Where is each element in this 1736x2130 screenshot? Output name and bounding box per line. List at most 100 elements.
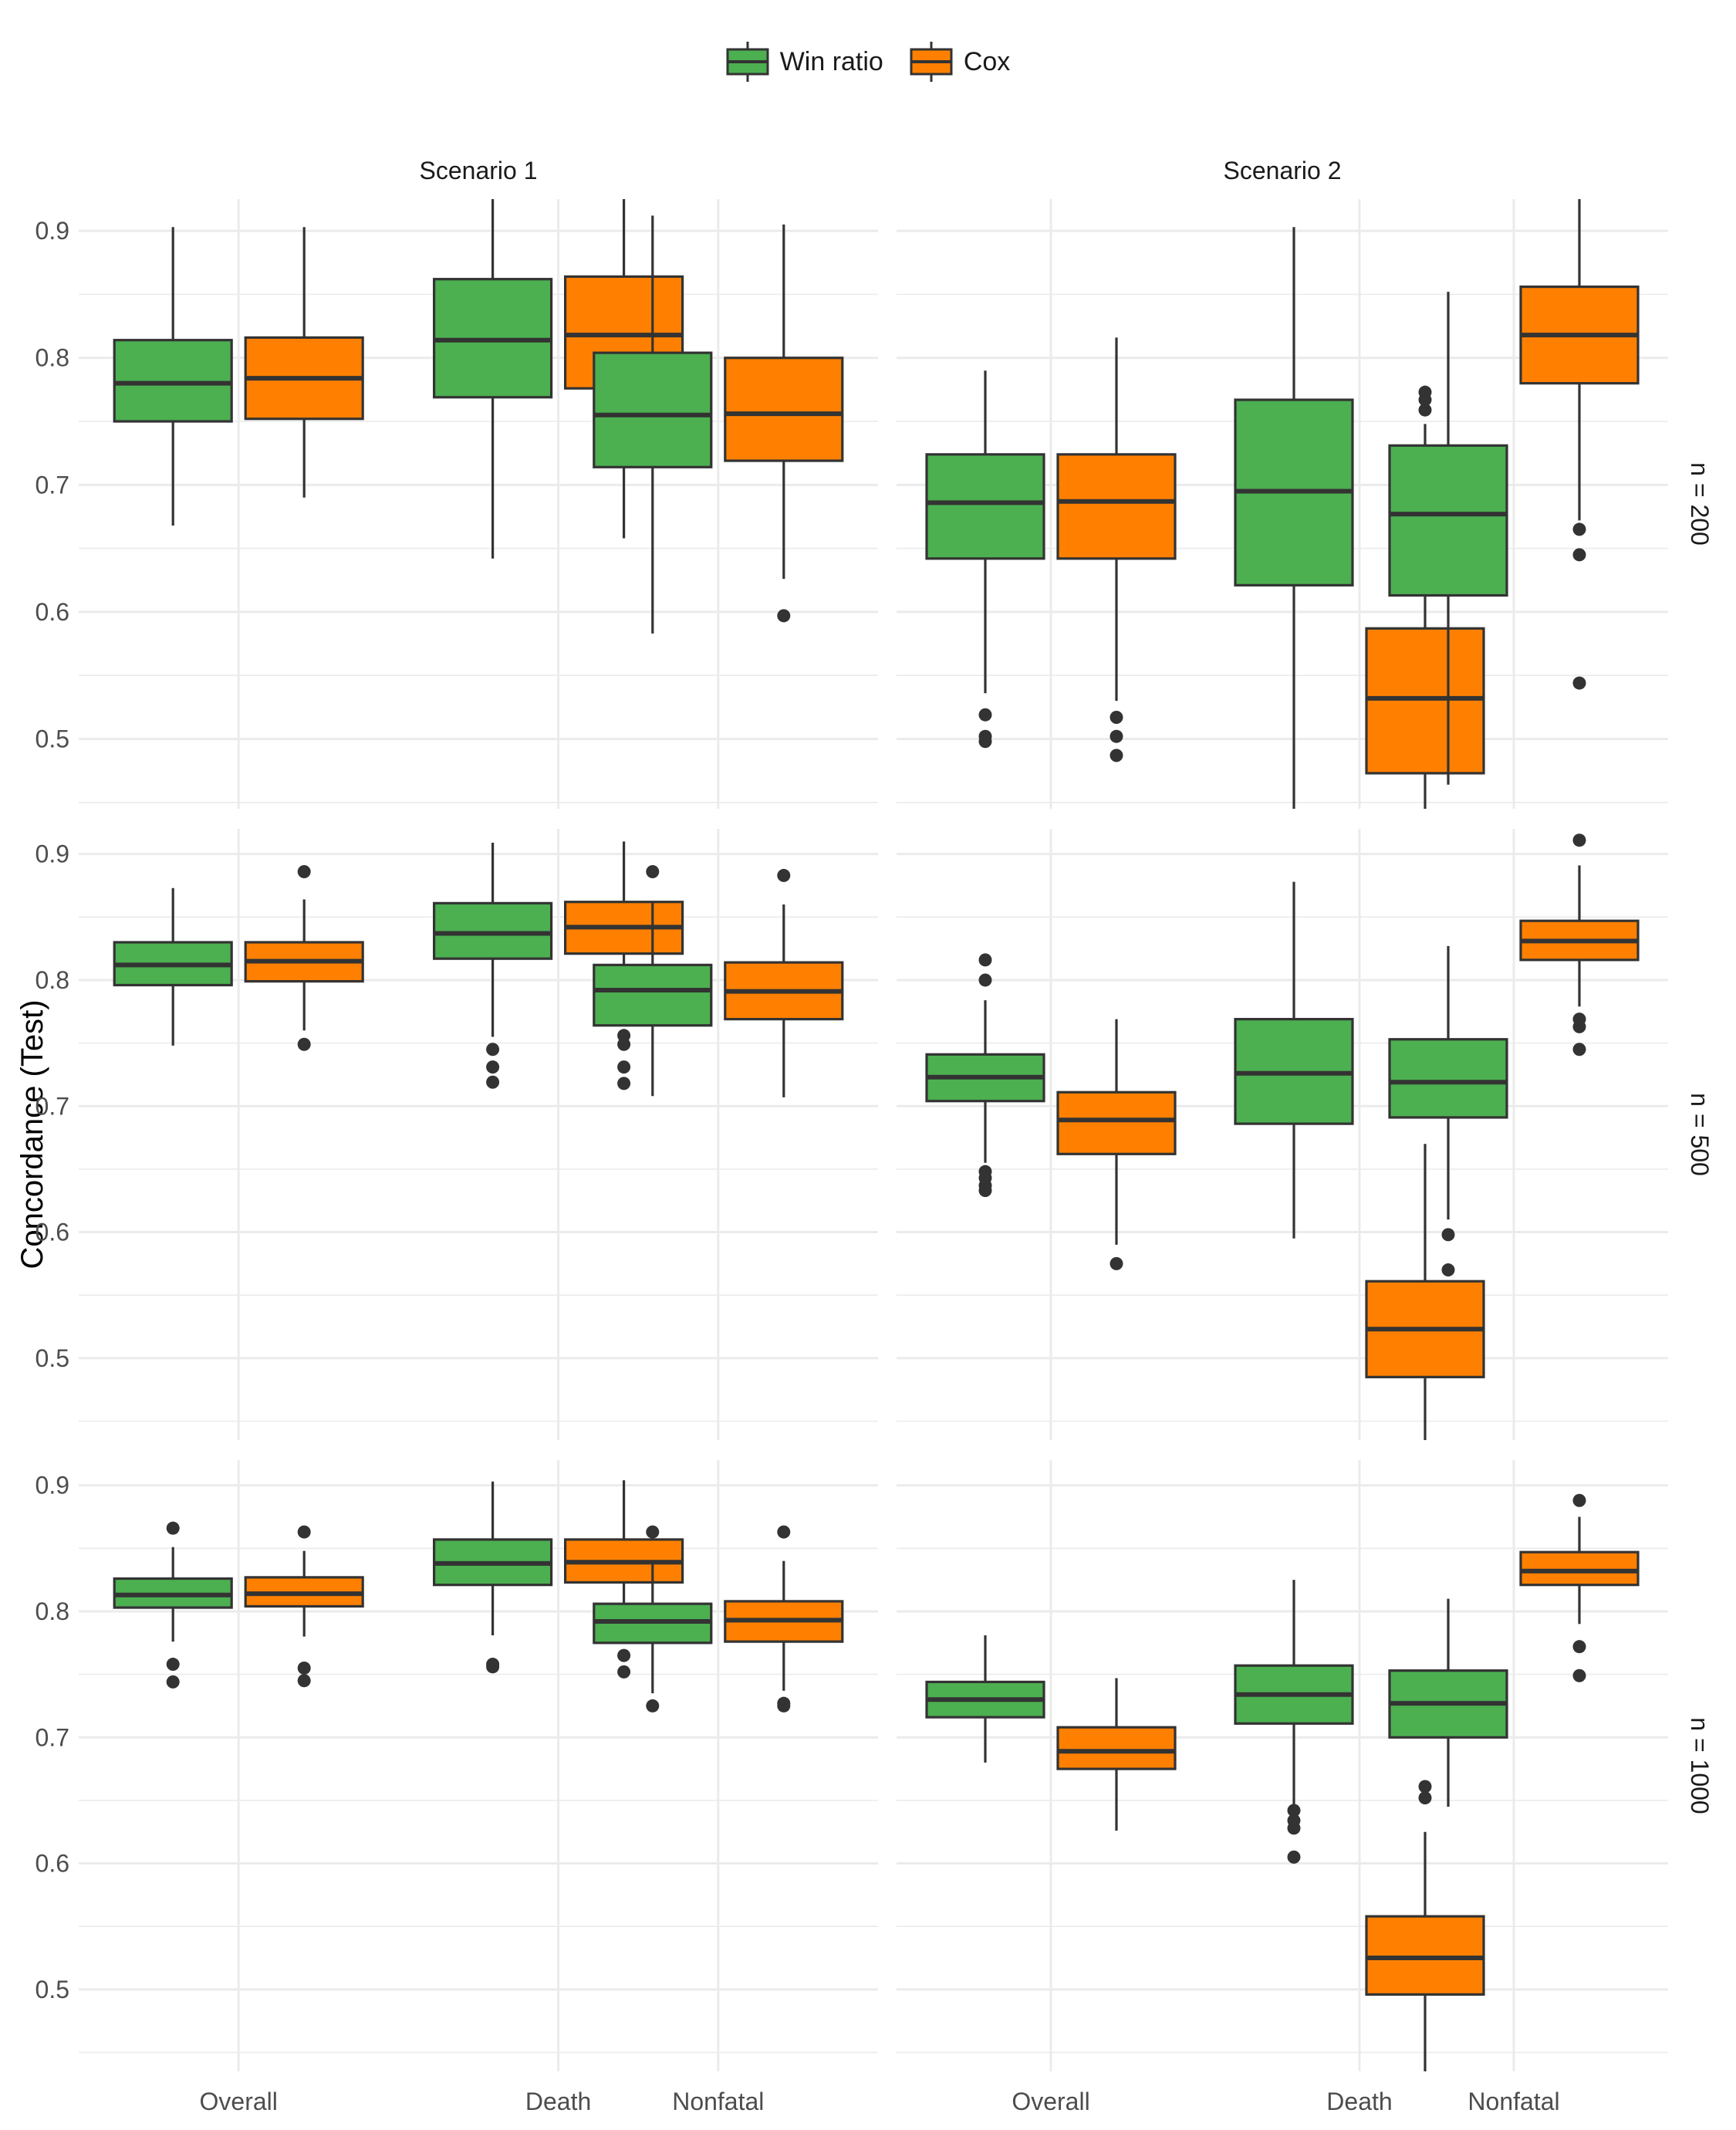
y-tick-label: 0.7	[35, 1723, 69, 1751]
outlier-point	[166, 1521, 180, 1535]
panel: 0.5 0.6 0.7 0.8 0.9	[35, 1460, 878, 2071]
box	[1365, 1915, 1485, 1996]
outlier-point	[777, 868, 791, 882]
outlier-point	[978, 708, 992, 722]
outlier-point	[1572, 833, 1586, 847]
facet-row-strip-2: n = 500	[1686, 1093, 1714, 1176]
y-tick-label: 0.5	[35, 1976, 69, 2003]
outlier-point	[1572, 1043, 1586, 1057]
outlier-point	[1572, 1493, 1586, 1507]
legend-key-win-ratio	[726, 42, 769, 82]
outlier-point	[486, 1060, 500, 1074]
x-tick-label: Overall	[1012, 2088, 1089, 2115]
outlier-point	[297, 1661, 311, 1675]
y-tick-label: 0.8	[35, 966, 69, 994]
outlier-point	[1418, 403, 1432, 417]
y-tick-label: 0.7	[35, 471, 69, 499]
outlier-point	[1418, 393, 1432, 407]
outlier-point	[166, 1675, 180, 1689]
panel	[897, 829, 1668, 1440]
outlier-point	[1572, 1668, 1586, 1682]
outlier-point	[1287, 1821, 1301, 1835]
outlier-point	[777, 1525, 791, 1539]
x-tick-label: Overall	[200, 2088, 278, 2115]
box	[1056, 1090, 1177, 1155]
y-tick-label: 0.9	[35, 217, 69, 245]
outlier-point	[1572, 1640, 1586, 1654]
outlier-point	[1418, 1780, 1432, 1794]
y-axis-title: Concordance (Test)	[15, 999, 49, 1269]
outlier-point	[978, 953, 992, 967]
outlier-point	[1441, 1228, 1455, 1242]
legend-item-cox[interactable]: Cox	[910, 40, 1010, 83]
outlier-point	[486, 1660, 500, 1674]
outlier-point	[1572, 548, 1586, 562]
outlier-point	[1287, 1850, 1301, 1864]
y-tick-label: 0.8	[35, 344, 69, 372]
outlier-point	[646, 1525, 660, 1539]
outlier-point	[777, 609, 791, 623]
x-tick-label: Death	[525, 2088, 591, 2115]
box	[1388, 444, 1508, 597]
outlier-point	[617, 1037, 631, 1051]
panel	[897, 199, 1668, 809]
outlier-point	[1109, 711, 1123, 724]
y-tick-label: 0.6	[35, 598, 69, 626]
outlier-point	[646, 1699, 660, 1712]
legend-item-win-ratio[interactable]: Win ratio	[726, 40, 883, 83]
outlier-point	[646, 865, 660, 879]
outlier-point	[617, 1648, 631, 1662]
outlier-point	[1572, 522, 1586, 536]
box	[113, 339, 233, 423]
x-tick-label: Nonfatal	[672, 2088, 764, 2115]
outlier-point	[1109, 1256, 1123, 1270]
box	[593, 351, 713, 468]
box	[432, 901, 553, 960]
legend-label-win-ratio: Win ratio	[779, 46, 883, 76]
facet-strip-1: Scenario 1	[420, 157, 538, 184]
facet-row-strip-3: n = 1000	[1686, 1717, 1714, 1814]
box	[593, 963, 713, 1027]
legend-label-cox: Cox	[963, 46, 1011, 76]
outlier-point	[617, 1665, 631, 1679]
outlier-point	[777, 1699, 791, 1712]
outlier-point	[486, 1075, 500, 1089]
outlier-point	[1109, 749, 1123, 762]
outlier-point	[1441, 1263, 1455, 1277]
legend-key-cox	[910, 42, 953, 82]
y-tick-label: 0.6	[35, 1850, 69, 1878]
panel: 0.5 0.6 0.7 0.8 0.9	[35, 829, 878, 1440]
legend: Win ratio Cox	[0, 40, 1736, 83]
outlier-point	[978, 973, 992, 987]
y-tick-label: 0.5	[35, 725, 69, 752]
facet-strip-2: Scenario 2	[1224, 157, 1342, 184]
y-tick-label: 0.6	[35, 1219, 69, 1246]
box	[724, 357, 844, 462]
outlier-point	[1572, 676, 1586, 690]
outlier-point	[297, 1674, 311, 1688]
outlier-point	[166, 1658, 180, 1672]
outlier-point	[1572, 1019, 1586, 1033]
box	[925, 453, 1045, 560]
box	[1365, 627, 1485, 775]
outlier-point	[1109, 729, 1123, 743]
box	[1388, 1038, 1508, 1119]
outlier-point	[1418, 1791, 1432, 1805]
outlier-point	[617, 1077, 631, 1090]
box	[1056, 1726, 1177, 1770]
outlier-point	[297, 1037, 311, 1051]
y-tick-label: 0.7	[35, 1092, 69, 1120]
outlier-point	[617, 1060, 631, 1074]
outlier-point	[297, 1525, 311, 1539]
y-tick-label: 0.9	[35, 1472, 69, 1499]
outlier-point	[486, 1043, 500, 1057]
outlier-point	[978, 735, 992, 749]
facet-row-strip-1: n = 200	[1686, 462, 1714, 546]
x-tick-label: Nonfatal	[1467, 2088, 1559, 2115]
box	[1519, 1550, 1640, 1587]
y-tick-label: 0.8	[35, 1598, 69, 1625]
y-tick-label: 0.9	[35, 840, 69, 868]
outlier-point	[978, 1184, 992, 1198]
y-tick-label: 0.5	[35, 1344, 69, 1372]
